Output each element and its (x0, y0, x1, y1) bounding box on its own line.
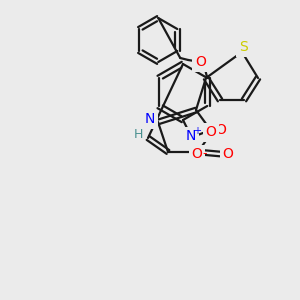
Text: S: S (238, 40, 247, 54)
Text: -: - (203, 148, 207, 160)
Text: O: O (206, 125, 216, 139)
Text: N: N (186, 129, 196, 143)
Text: N: N (145, 112, 155, 126)
Text: O: O (223, 147, 233, 161)
Text: H: H (133, 128, 143, 140)
Text: O: O (192, 147, 203, 161)
Text: O: O (216, 123, 226, 137)
Text: +: + (193, 126, 201, 136)
Text: O: O (195, 55, 206, 69)
